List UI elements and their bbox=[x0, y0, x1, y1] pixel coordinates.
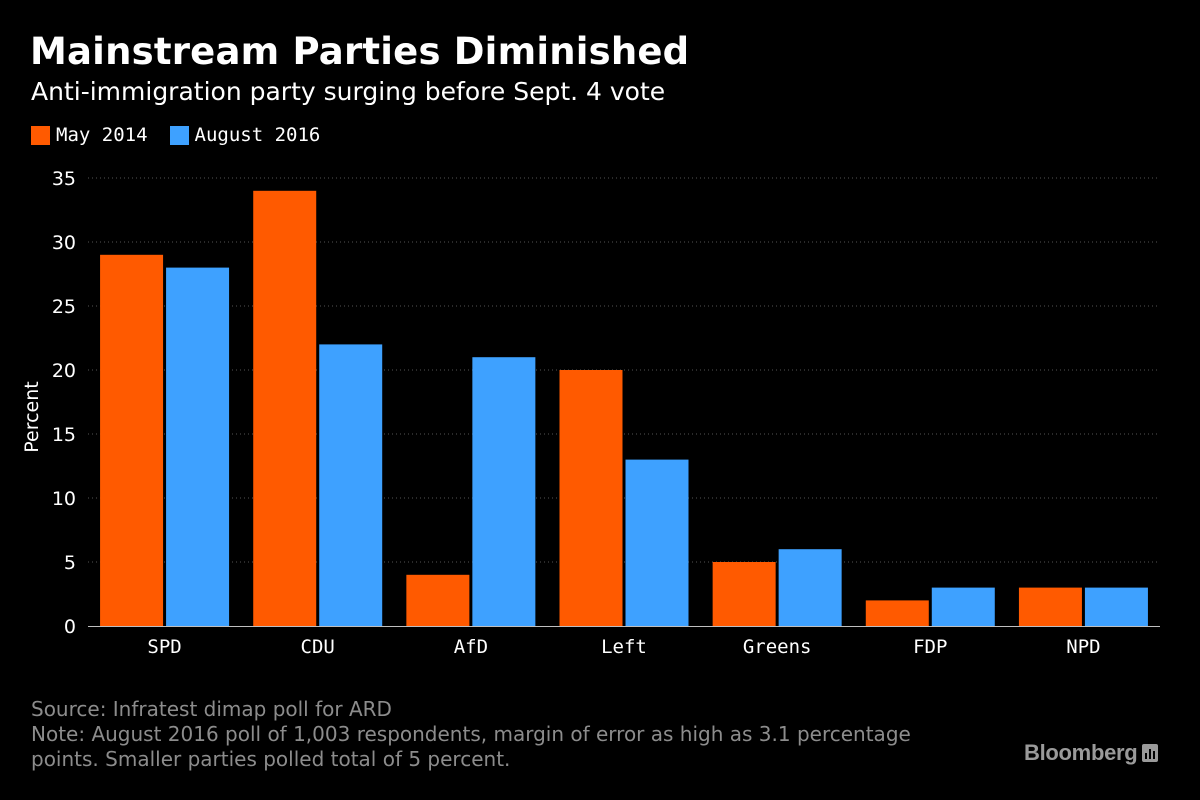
y-tick-label: 30 bbox=[52, 232, 76, 254]
y-tick-label: 0 bbox=[64, 616, 76, 638]
bar-spd-may-2014 bbox=[100, 254, 164, 627]
x-tick-label: FDP bbox=[913, 636, 947, 658]
bar-greens-may-2014 bbox=[712, 562, 776, 626]
y-tick-label: 5 bbox=[64, 552, 76, 574]
x-tick-label: NPD bbox=[1066, 636, 1100, 658]
bar-spd-august-2016 bbox=[166, 267, 230, 626]
x-tick-label: Greens bbox=[743, 636, 812, 658]
bar-npd-may-2014 bbox=[1018, 587, 1082, 626]
legend-label-may-2014: May 2014 bbox=[56, 124, 148, 146]
legend-swatch-august-2016 bbox=[169, 125, 189, 145]
x-tick-label: AfD bbox=[454, 636, 488, 658]
note-line-2: points. Smaller parties polled total of … bbox=[31, 747, 511, 771]
legend-item-august-2016: August 2016 bbox=[169, 124, 321, 146]
x-tick-label: CDU bbox=[301, 636, 335, 658]
legend-item-may-2014: May 2014 bbox=[31, 124, 148, 146]
y-tick-label: 20 bbox=[52, 360, 76, 382]
chart-title: Mainstream Parties Diminished bbox=[30, 30, 690, 73]
note-line-1: Note: August 2016 poll of 1,003 responde… bbox=[31, 722, 911, 746]
bloomberg-logo: Bloomberg bbox=[1024, 740, 1159, 766]
legend-label-august-2016: August 2016 bbox=[194, 124, 321, 146]
bar-afd-may-2014 bbox=[406, 574, 470, 626]
x-tick-labels: SPD CDU AfD Left Greens FDP NPD bbox=[147, 636, 1100, 658]
bar-cdu-august-2016 bbox=[319, 344, 383, 626]
y-axis-label: Percent bbox=[21, 381, 43, 453]
bloomberg-chart-icon bbox=[1142, 744, 1159, 762]
x-tick-label: SPD bbox=[147, 636, 181, 658]
bar-cdu-may-2014 bbox=[253, 190, 317, 627]
bar-fdp-may-2014 bbox=[865, 600, 929, 626]
legend: May 2014 August 2016 bbox=[31, 124, 342, 146]
bar-greens-august-2016 bbox=[778, 549, 842, 626]
bar-left-august-2016 bbox=[625, 459, 689, 626]
chart-subtitle: Anti-immigration party surging before Se… bbox=[31, 77, 666, 106]
footer: Source: Infratest dimap poll for ARD Not… bbox=[31, 697, 961, 772]
bar-afd-august-2016 bbox=[472, 357, 536, 626]
bar-left-may-2014 bbox=[559, 370, 623, 626]
source-note: Source: Infratest dimap poll for ARD bbox=[31, 697, 392, 721]
y-tick-label: 15 bbox=[52, 424, 76, 446]
bar-fdp-august-2016 bbox=[931, 587, 995, 626]
grid-lines bbox=[88, 177, 1160, 563]
bar-npd-august-2016 bbox=[1084, 587, 1148, 626]
x-tick-label: Left bbox=[601, 636, 647, 658]
y-tick-labels: 0 5 10 15 20 25 30 35 bbox=[52, 168, 76, 638]
legend-swatch-may-2014 bbox=[31, 125, 50, 145]
brand-name: Bloomberg bbox=[1024, 740, 1138, 765]
bars bbox=[100, 190, 1148, 627]
y-tick-label: 25 bbox=[52, 296, 76, 318]
y-tick-label: 10 bbox=[52, 488, 76, 510]
y-tick-label: 35 bbox=[52, 168, 76, 190]
